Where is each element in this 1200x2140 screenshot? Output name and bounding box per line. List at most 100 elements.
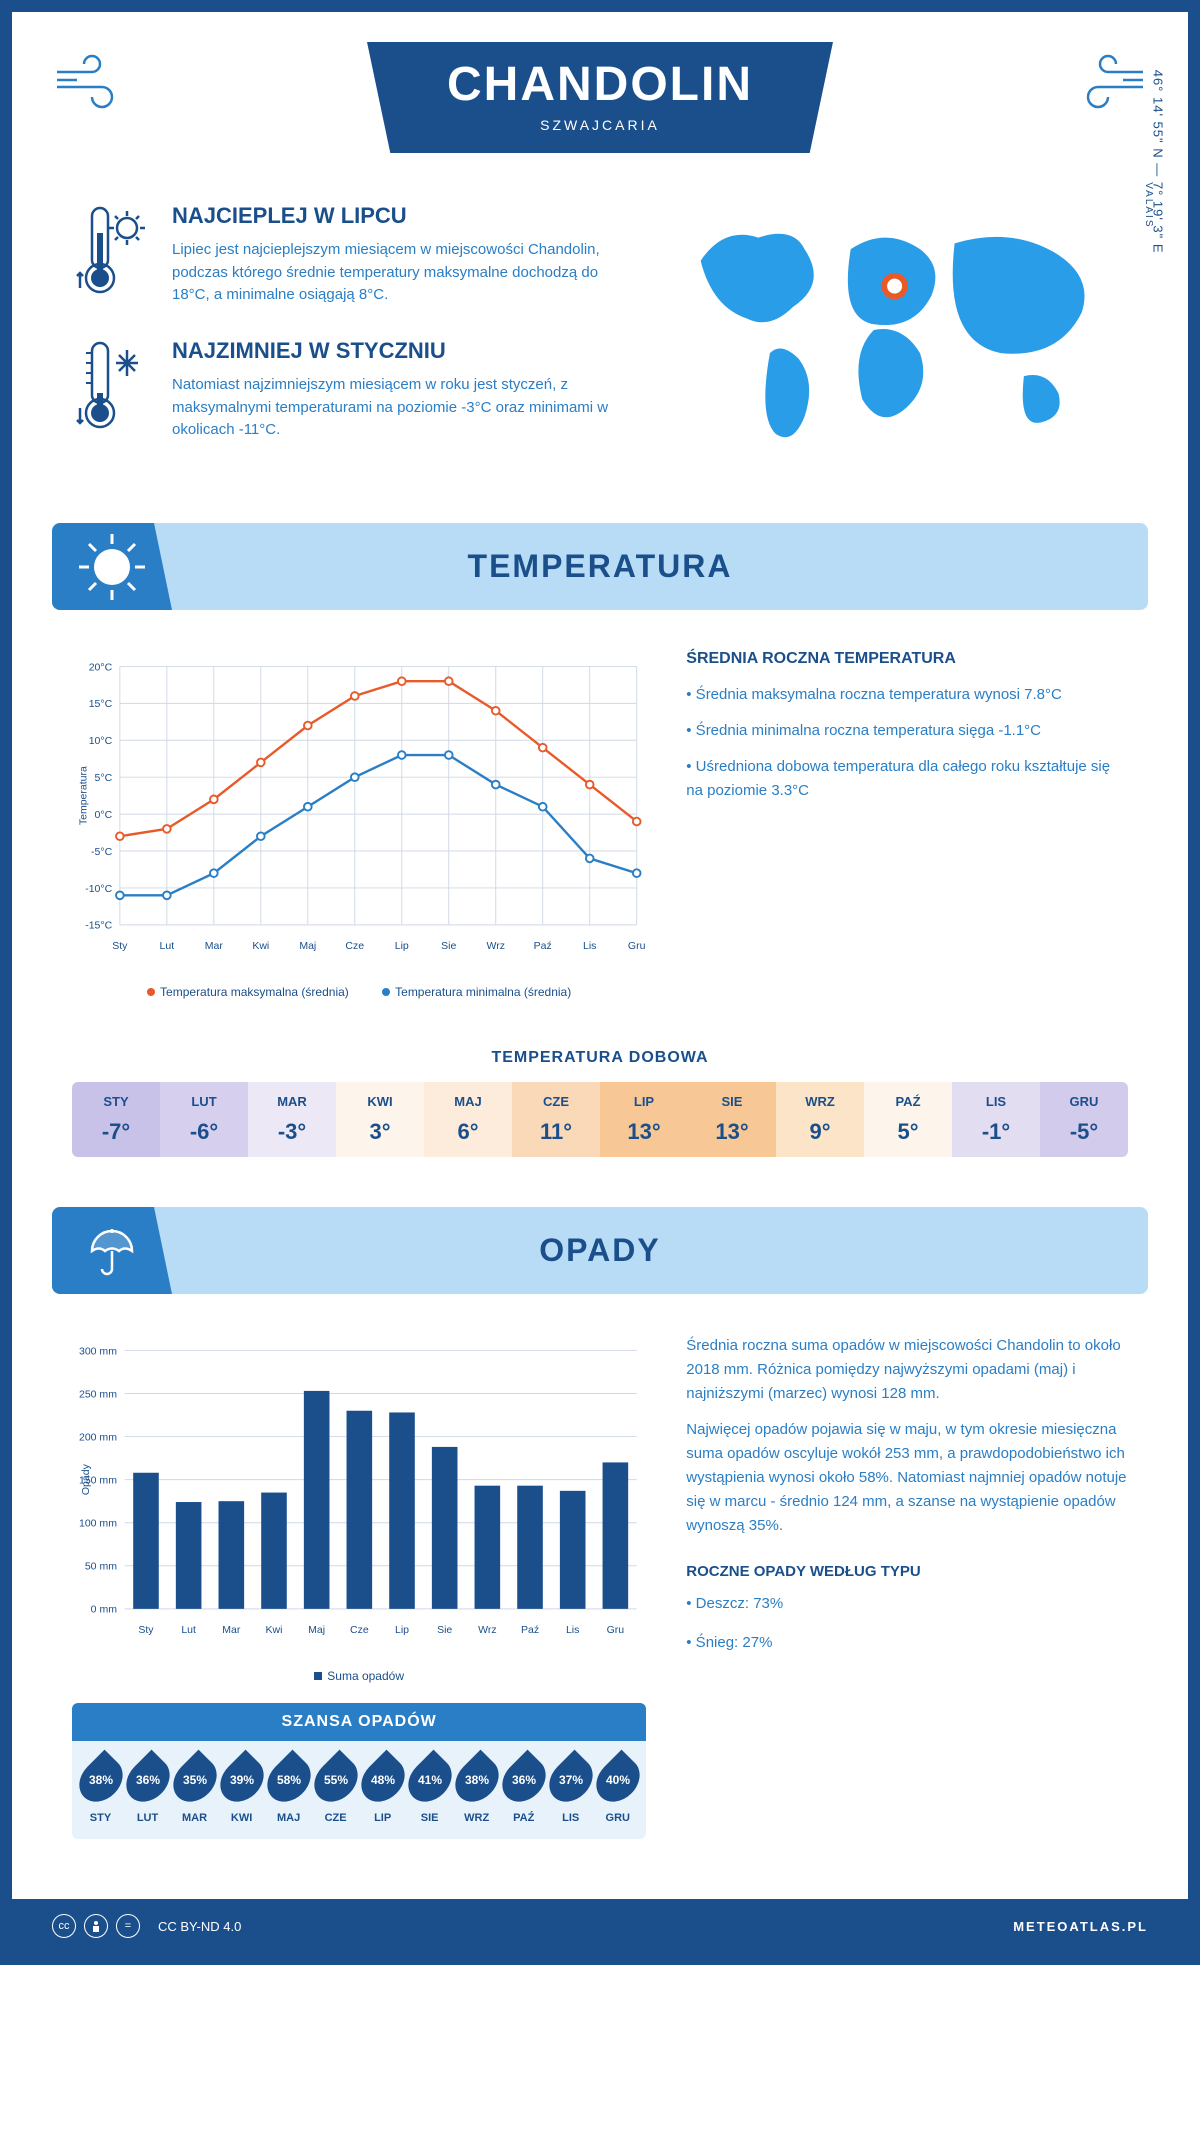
raindrop-icon: 38% <box>70 1750 131 1811</box>
temperature-banner: TEMPERATURA <box>52 523 1148 610</box>
daily-temp-cell: LIP 13° <box>600 1082 688 1157</box>
chance-title: SZANSA OPADÓW <box>72 1703 646 1741</box>
chance-cell: 41% SIE <box>406 1756 453 1824</box>
svg-text:50 mm: 50 mm <box>85 1561 117 1573</box>
license-block: cc = CC BY-ND 4.0 <box>52 1914 241 1938</box>
header: CHANDOLIN SZWAJCARIA <box>12 12 1188 173</box>
svg-text:Sie: Sie <box>437 1624 452 1636</box>
raindrop-icon: 58% <box>258 1750 319 1811</box>
svg-text:Lut: Lut <box>160 940 175 952</box>
svg-text:20°C: 20°C <box>89 661 113 673</box>
raindrop-icon: 35% <box>164 1750 225 1811</box>
precip-text: Najwięcej opadów pojawia się w maju, w t… <box>686 1418 1128 1538</box>
svg-text:Cze: Cze <box>350 1624 369 1636</box>
svg-text:10°C: 10°C <box>89 735 113 747</box>
svg-text:Gru: Gru <box>607 1624 625 1636</box>
wind-icon <box>1068 52 1148 126</box>
coldest-block: NAJZIMNIEJ W STYCZNIU Natomiast najzimni… <box>72 338 626 443</box>
chance-cell: 36% PAŹ <box>500 1756 547 1824</box>
svg-text:Lis: Lis <box>583 940 596 952</box>
svg-text:Lip: Lip <box>395 940 409 952</box>
daily-temp-cell: MAR -3° <box>248 1082 336 1157</box>
svg-text:Temperatura: Temperatura <box>77 766 89 825</box>
raindrop-icon: 55% <box>305 1750 366 1811</box>
wind-icon <box>52 52 132 126</box>
svg-text:Cze: Cze <box>345 940 364 952</box>
sun-icon <box>52 523 172 610</box>
umbrella-icon <box>52 1207 172 1294</box>
svg-text:-15°C: -15°C <box>85 920 112 932</box>
precip-title: OPADY <box>77 1232 1123 1269</box>
daily-temp-grid: STY -7° LUT -6° MAR -3° KWI 3° MAJ 6° CZ… <box>72 1082 1128 1157</box>
chance-cell: 39% KWI <box>218 1756 265 1824</box>
title-banner: CHANDOLIN SZWAJCARIA <box>367 42 833 153</box>
world-map <box>666 203 1128 457</box>
site-label: METEOATLAS.PL <box>1013 1919 1148 1934</box>
raindrop-icon: 39% <box>211 1750 272 1811</box>
avg-temp-bullet: • Średnia minimalna roczna temperatura s… <box>686 719 1128 743</box>
location-title: CHANDOLIN <box>447 57 753 112</box>
chance-cell: 38% WRZ <box>453 1756 500 1824</box>
svg-text:-10°C: -10°C <box>85 883 112 895</box>
svg-text:0 mm: 0 mm <box>91 1604 118 1616</box>
precip-text: Średnia roczna suma opadów w miejscowośc… <box>686 1334 1128 1406</box>
svg-text:Lut: Lut <box>181 1624 196 1636</box>
license-text: CC BY-ND 4.0 <box>158 1919 241 1934</box>
svg-text:Mar: Mar <box>205 940 224 952</box>
country-subtitle: SZWAJCARIA <box>447 117 753 133</box>
daily-temp-cell: LUT -6° <box>160 1082 248 1157</box>
temp-legend: Temperatura maksymalna (średnia) Tempera… <box>72 985 646 999</box>
precip-chart-section: 0 mm50 mm100 mm150 mm200 mm250 mm300 mmS… <box>12 1314 1188 1859</box>
svg-text:250 mm: 250 mm <box>79 1388 117 1400</box>
raindrop-icon: 37% <box>540 1750 601 1811</box>
svg-text:Paź: Paź <box>534 940 552 952</box>
precip-bar-chart: 0 mm50 mm100 mm150 mm200 mm250 mm300 mmS… <box>72 1334 646 1654</box>
svg-text:300 mm: 300 mm <box>79 1345 117 1357</box>
svg-text:Lip: Lip <box>395 1624 409 1636</box>
svg-text:0°C: 0°C <box>95 809 113 821</box>
chance-cell: 38% STY <box>77 1756 124 1824</box>
raindrop-icon: 36% <box>493 1750 554 1811</box>
svg-text:Sty: Sty <box>138 1624 154 1636</box>
cc-icon: cc <box>52 1914 76 1938</box>
chance-cell: 37% LIS <box>547 1756 594 1824</box>
daily-temp-cell: WRZ 9° <box>776 1082 864 1157</box>
chance-grid: 38% STY 36% LUT 35% MAR 39% KWI 58% MAJ … <box>72 1741 646 1839</box>
nd-icon: = <box>116 1914 140 1938</box>
svg-text:-5°C: -5°C <box>91 846 113 858</box>
coldest-heading: NAJZIMNIEJ W STYCZNIU <box>172 338 626 364</box>
avg-temp-bullet: • Uśredniona dobowa temperatura dla całe… <box>686 755 1128 803</box>
chance-cell: 40% GRU <box>594 1756 641 1824</box>
chance-cell: 35% MAR <box>171 1756 218 1824</box>
footer: cc = CC BY-ND 4.0 METEOATLAS.PL <box>12 1899 1188 1953</box>
daily-temp-title: TEMPERATURA DOBOWA <box>12 1049 1188 1067</box>
daily-temp-cell: PAŹ 5° <box>864 1082 952 1157</box>
chance-cell: 48% LIP <box>359 1756 406 1824</box>
precip-rain: • Deszcz: 73% <box>686 1590 1128 1617</box>
daily-temp-cell: STY -7° <box>72 1082 160 1157</box>
svg-text:Kwi: Kwi <box>266 1624 283 1636</box>
avg-temp-heading: ŚREDNIA ROCZNA TEMPERATURA <box>686 650 1128 668</box>
raindrop-icon: 41% <box>399 1750 460 1811</box>
chance-cell: 36% LUT <box>124 1756 171 1824</box>
coordinates: 46° 14' 55" N — 7° 19' 3" E <box>1151 70 1166 254</box>
svg-text:Mar: Mar <box>222 1624 241 1636</box>
temperature-title: TEMPERATURA <box>77 548 1123 585</box>
precip-banner: OPADY <box>52 1207 1148 1294</box>
svg-text:Lis: Lis <box>566 1624 579 1636</box>
svg-text:Kwi: Kwi <box>252 940 269 952</box>
daily-temp-cell: CZE 11° <box>512 1082 600 1157</box>
raindrop-icon: 40% <box>587 1750 648 1811</box>
intro-section: NAJCIEPLEJ W LIPCU Lipiec jest najcieple… <box>12 173 1188 503</box>
svg-text:15°C: 15°C <box>89 698 113 710</box>
svg-text:Gru: Gru <box>628 940 646 952</box>
warmest-heading: NAJCIEPLEJ W LIPCU <box>172 203 626 229</box>
by-icon <box>84 1914 108 1938</box>
svg-text:5°C: 5°C <box>95 772 113 784</box>
daily-temp-cell: MAJ 6° <box>424 1082 512 1157</box>
svg-text:Maj: Maj <box>308 1624 325 1636</box>
temperature-chart-section: -15°C-10°C-5°C0°C5°C10°C15°C20°CStyLutMa… <box>12 630 1188 1019</box>
daily-temp-cell: LIS -1° <box>952 1082 1040 1157</box>
warmest-block: NAJCIEPLEJ W LIPCU Lipiec jest najcieple… <box>72 203 626 308</box>
daily-temp-cell: SIE 13° <box>688 1082 776 1157</box>
